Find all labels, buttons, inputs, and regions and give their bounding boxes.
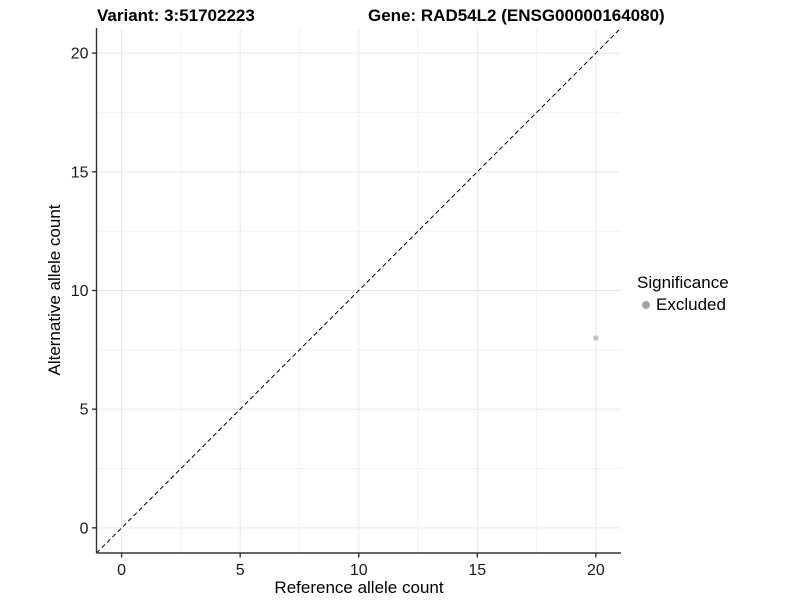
plot-title-gene: Gene: RAD54L2 (ENSG00000164080) xyxy=(368,6,665,25)
y-tick-label: 20 xyxy=(71,46,89,63)
legend: Significance Excluded xyxy=(637,273,729,315)
x-tick-label: 10 xyxy=(350,562,368,579)
identity-dashed-line xyxy=(96,27,622,554)
legend-title: Significance xyxy=(637,273,729,292)
y-tick-label: 5 xyxy=(80,402,89,419)
y-axis-title: Alternative allele count xyxy=(45,204,64,376)
x-axis-title: Reference allele count xyxy=(274,578,444,597)
x-tick-label: 0 xyxy=(117,562,126,579)
y-tick-label: 10 xyxy=(71,283,89,300)
y-tick-label: 15 xyxy=(71,164,89,181)
y-tick-label: 0 xyxy=(80,520,89,537)
x-tick-label: 5 xyxy=(236,562,245,579)
plot-title-variant: Variant: 3:51702223 xyxy=(97,6,255,25)
legend-entry-excluded: Excluded xyxy=(637,295,729,315)
legend-key-dot-icon xyxy=(642,301,650,309)
data-point xyxy=(593,335,599,341)
legend-entry-label: Excluded xyxy=(656,295,726,314)
x-tick-label: 15 xyxy=(468,562,486,579)
x-tick-label: 20 xyxy=(587,562,605,579)
